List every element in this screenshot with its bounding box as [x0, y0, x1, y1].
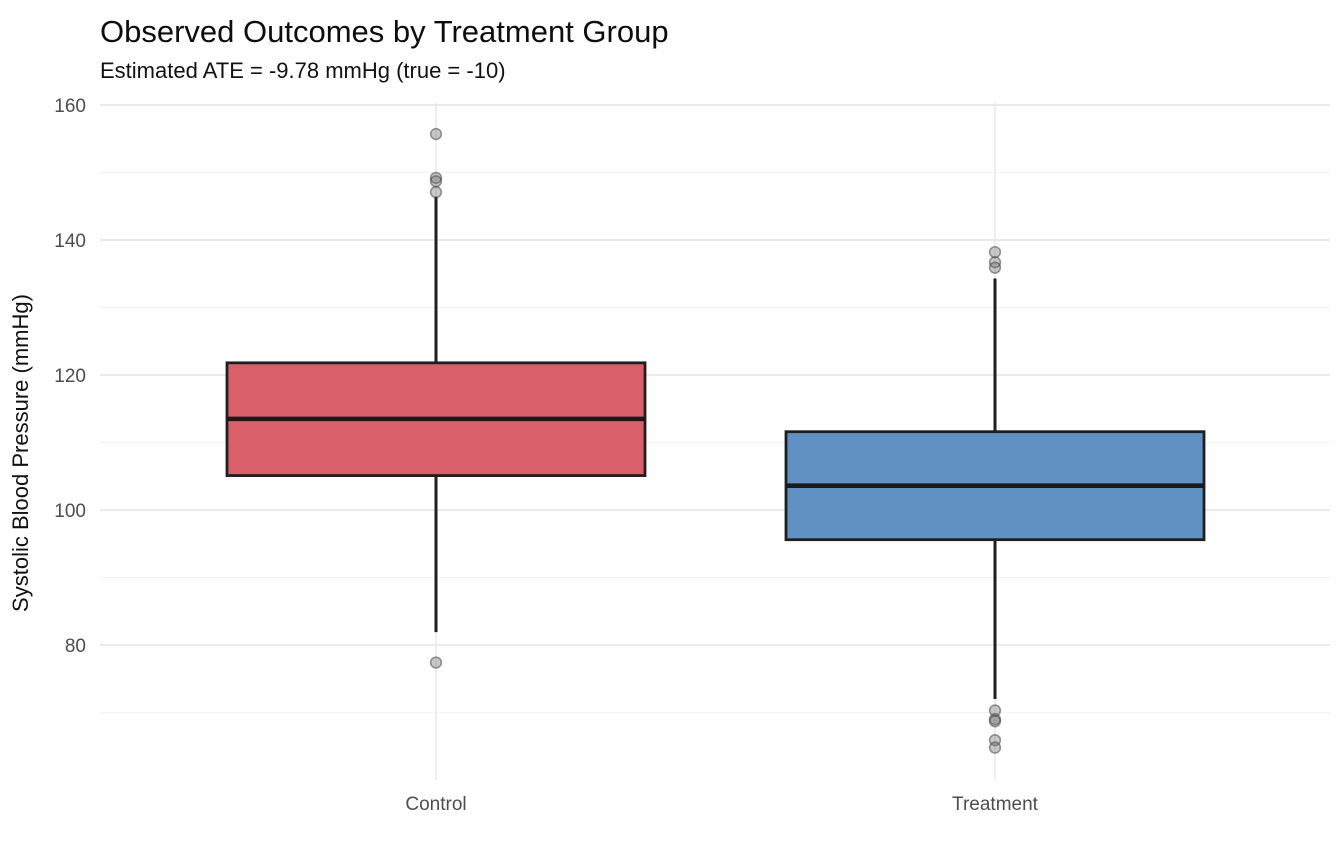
outlier-point-control	[429, 656, 443, 669]
y-tick-label-80: 80	[65, 636, 86, 657]
outlier-point-control	[429, 185, 443, 199]
outlier-point-control	[429, 175, 443, 188]
outlier-point-treatment	[988, 245, 1002, 259]
y-axis-title: Systolic Blood Pressure (mmHg)	[8, 294, 33, 612]
x-tick-label-control: Control	[405, 794, 466, 815]
y-tick-label-160: 160	[54, 96, 86, 117]
chart-title: Observed Outcomes by Treatment Group	[100, 14, 669, 49]
chart-subtitle: Estimated ATE = -9.78 mmHg (true = -10)	[100, 58, 506, 83]
x-tick-label-treatment: Treatment	[952, 794, 1039, 815]
y-tick-label-100: 100	[54, 501, 86, 522]
outlier-point-control	[429, 127, 443, 141]
outlier-point-treatment	[988, 715, 1002, 728]
outlier-point-treatment	[988, 741, 1002, 754]
y-tick-label-120: 120	[54, 366, 86, 387]
outlier-point-control	[429, 171, 443, 185]
outlier-point-treatment	[988, 261, 1002, 274]
y-tick-label-140: 140	[54, 231, 86, 252]
